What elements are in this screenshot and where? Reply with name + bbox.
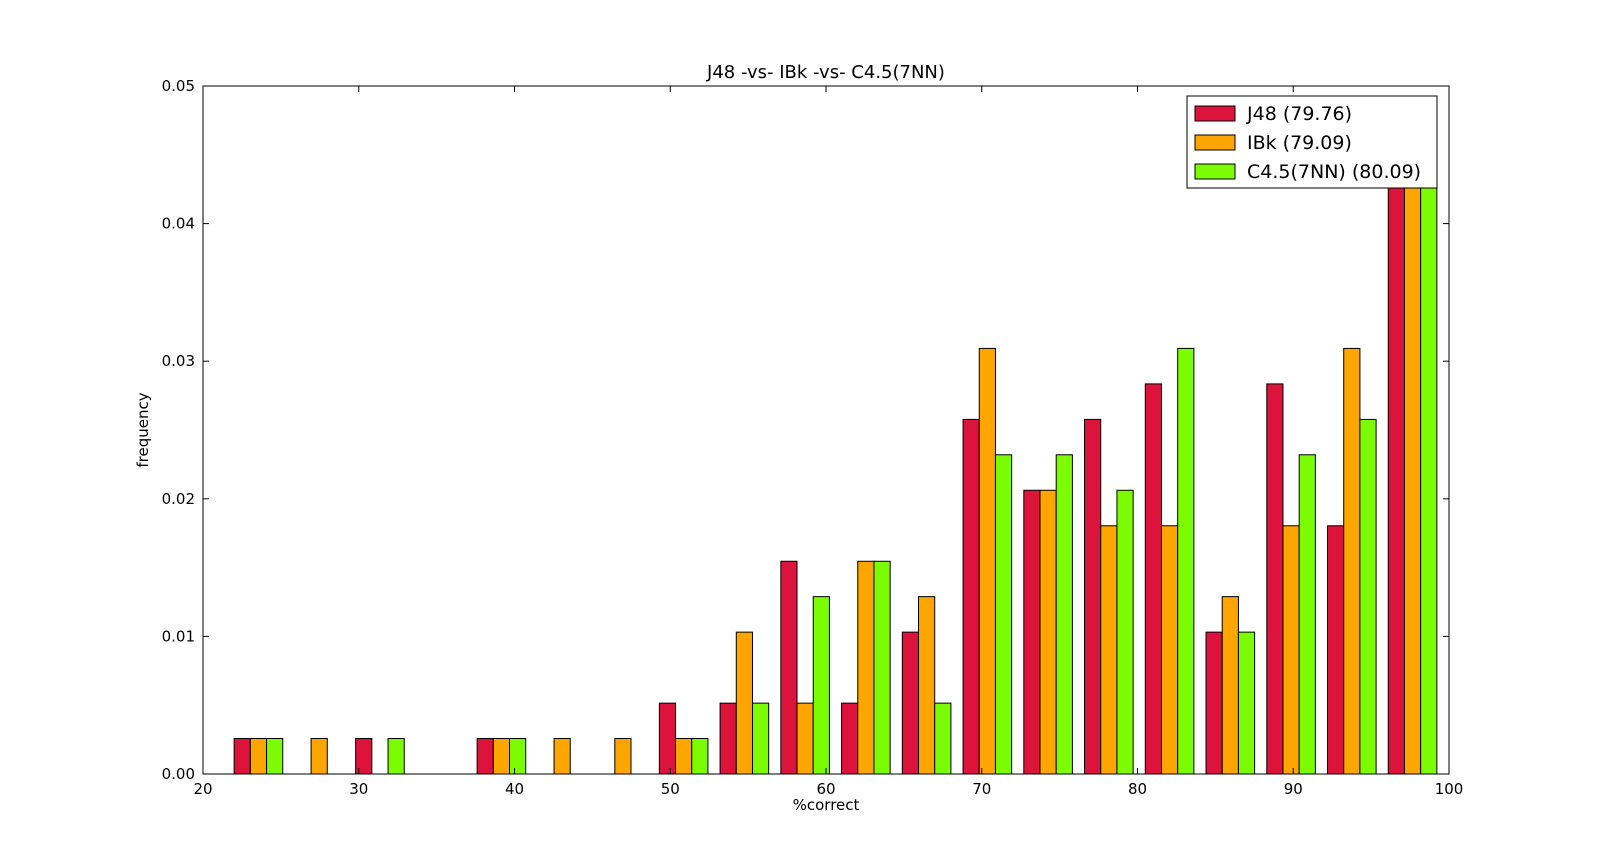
x-tick-label-50: 50 (661, 780, 680, 798)
y-axis-title: frequency (134, 392, 152, 467)
bar-2-bin-11 (857, 560, 875, 775)
bar-2-bin-13 (978, 347, 996, 775)
legend-label-3: C4.5(7NN) (80.09) (1247, 161, 1421, 183)
bar-1-bin-16 (1144, 383, 1162, 775)
bar-3-bin-12 (934, 702, 952, 775)
x-tick-label-80: 80 (1128, 780, 1147, 798)
bar-3-bin-16 (1177, 347, 1195, 775)
chart-title: J48 -vs- IBk -vs- C4.5(7NN) (706, 62, 945, 83)
bar-1-bin-15 (1084, 418, 1102, 775)
x-tick-label-70: 70 (972, 780, 991, 798)
legend-label-2: IBk (79.09) (1247, 132, 1352, 154)
bar-1-bin-9 (719, 702, 737, 775)
bar-2-bin-5 (492, 737, 511, 775)
legend: J48 (79.76) IBk (79.09) C4.5(7NN) (80.09) (1186, 95, 1438, 189)
bar-1-bin-8 (658, 702, 677, 775)
bar-3-bin-1 (266, 737, 284, 775)
bar-1-bin-1 (233, 737, 251, 775)
x-tick-label-20: 20 (193, 780, 212, 798)
bar-3-bin-15 (1116, 489, 1134, 775)
bar-1-bin-18 (1266, 383, 1284, 775)
legend-swatch-1 (1194, 105, 1236, 122)
bar-2-bin-1 (249, 737, 268, 775)
y-tick-label-4: 0.04 (162, 215, 195, 233)
bars-layer (233, 99, 1438, 775)
bar-2-bin-20 (1403, 170, 1422, 775)
x-tick-label-60: 60 (816, 780, 835, 798)
ticks-layer: 20 30 40 50 60 70 80 90 100 0.00 0.01 0.02 0.03 0.04 0… (162, 77, 1464, 798)
bar-3-bin-9 (751, 702, 770, 775)
bar-2-bin-19 (1343, 347, 1361, 775)
bar-3-bin-20 (1420, 99, 1438, 775)
bar-2-bin-7 (614, 737, 632, 775)
legend-swatch-3 (1194, 163, 1236, 180)
x-tick-label-90: 90 (1284, 780, 1303, 798)
bar-1-bin-10 (780, 560, 798, 775)
bar-3-bin-10 (812, 596, 830, 775)
y-tick-label-3: 0.03 (162, 352, 195, 370)
bar-1-bin-17 (1205, 631, 1223, 775)
x-axis-title: %correct (793, 796, 860, 814)
x-tick-label-40: 40 (505, 780, 524, 798)
bar-2-bin-9 (735, 631, 753, 775)
bar-2-bin-14 (1039, 489, 1057, 775)
bar-3-bin-8 (691, 737, 709, 775)
bar-1-bin-13 (962, 418, 980, 775)
bar-2-bin-6 (553, 737, 571, 775)
bar-2-bin-18 (1282, 525, 1300, 775)
bar-3-bin-17 (1237, 631, 1256, 775)
bar-3-bin-13 (994, 454, 1013, 775)
bar-3-bin-3 (387, 737, 405, 775)
bar-2-bin-2 (310, 737, 328, 775)
bar-2-bin-10 (796, 702, 814, 775)
legend-label-1: J48 (79.76) (1246, 103, 1352, 125)
bar-2-bin-15 (1100, 525, 1118, 775)
x-tick-label-100: 100 (1435, 780, 1464, 798)
bar-3-bin-5 (509, 737, 527, 775)
bar-3-bin-11 (873, 560, 891, 775)
bar-1-bin-14 (1023, 489, 1041, 775)
bar-2-bin-17 (1221, 596, 1239, 775)
y-tick-label-5: 0.05 (162, 77, 195, 95)
bar-1-bin-12 (901, 631, 920, 775)
bar-3-bin-14 (1055, 454, 1073, 775)
bar-1-bin-20 (1387, 170, 1405, 775)
y-tick-label-2: 0.02 (162, 490, 195, 508)
bar-3-bin-19 (1359, 418, 1377, 775)
bar-1-bin-11 (841, 702, 859, 775)
legend-swatch-2 (1194, 134, 1236, 151)
bar-3-bin-18 (1298, 454, 1316, 775)
x-tick-label-30: 30 (349, 780, 368, 798)
bar-2-bin-8 (675, 737, 693, 775)
bar-1-bin-3 (355, 737, 373, 775)
y-tick-label-0: 0.00 (162, 765, 195, 783)
bar-2-bin-16 (1160, 525, 1179, 775)
bar-2-bin-12 (918, 596, 936, 775)
y-tick-label-1: 0.01 (162, 627, 195, 645)
bar-1-bin-5 (476, 737, 494, 775)
bar-1-bin-19 (1327, 525, 1345, 775)
